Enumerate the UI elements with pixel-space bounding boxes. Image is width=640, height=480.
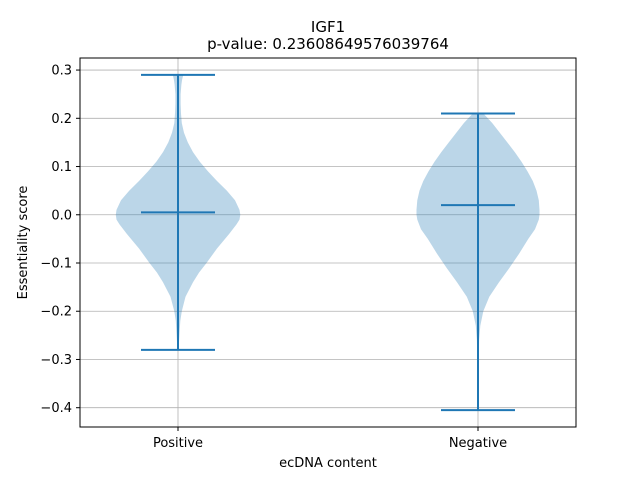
- y-tick-label: −0.3: [40, 353, 72, 368]
- y-tick-label: 0.1: [51, 160, 72, 175]
- y-tick-label: 0.0: [51, 208, 72, 223]
- chart-title: IGF1: [311, 18, 345, 36]
- y-tick-label: −0.4: [40, 401, 72, 416]
- chart-subtitle: p-value: 0.23608649576039764: [207, 35, 449, 53]
- x-axis-label: ecDNA content: [279, 456, 377, 471]
- axis-ticks: −0.4 −0.3 −0.2 −0.1 0.0 0.1 0.2 0.3 Positive Nega…: [40, 64, 507, 451]
- y-tick-label: 0.3: [51, 64, 72, 79]
- x-tick-label: Positive: [153, 436, 203, 451]
- violins: [115, 73, 540, 412]
- x-tick-label: Negative: [449, 436, 507, 451]
- y-tick-label: −0.1: [40, 257, 72, 272]
- y-axis-label: Essentiality score: [16, 186, 31, 300]
- y-tick-label: 0.2: [51, 112, 72, 127]
- y-tick-label: −0.2: [40, 305, 72, 320]
- plot-frame: [79, 57, 577, 428]
